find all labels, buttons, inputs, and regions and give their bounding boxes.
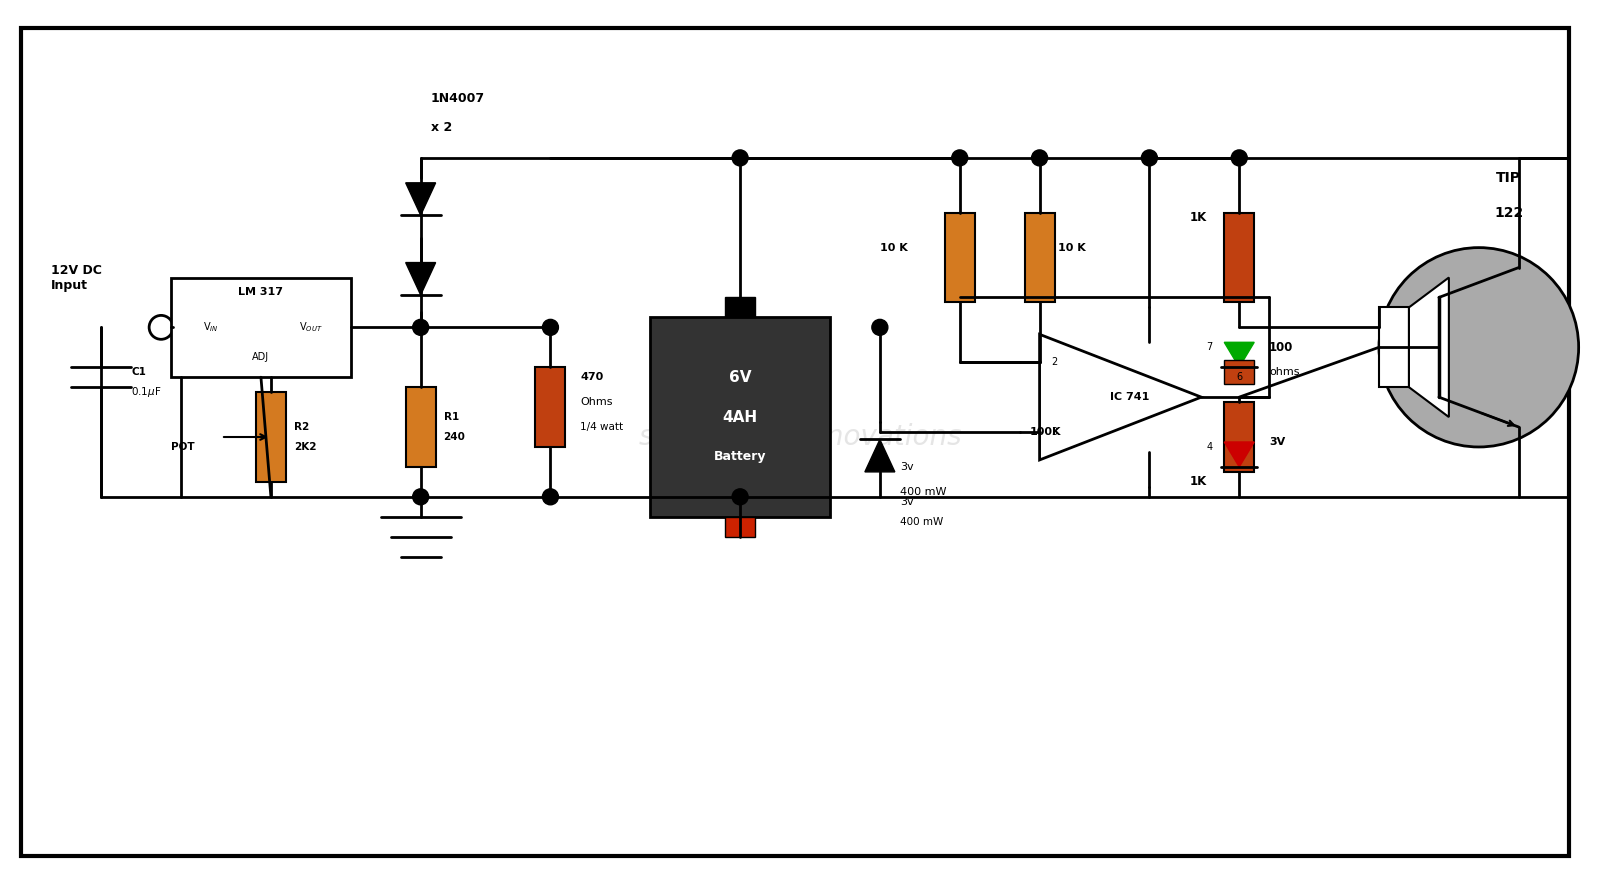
Bar	[171, 277, 350, 377]
Text: ohms: ohms	[1269, 367, 1299, 377]
Text: V$_{OUT}$: V$_{OUT}$	[299, 320, 323, 334]
Text: 100: 100	[1269, 341, 1293, 353]
Text: Battery: Battery	[714, 451, 766, 463]
Text: 0.1$\mu$F: 0.1$\mu$F	[131, 385, 162, 399]
Text: POT: POT	[171, 442, 195, 452]
Text: 3V: 3V	[1269, 437, 1285, 447]
Text: ADJ: ADJ	[253, 353, 269, 362]
Circle shape	[542, 319, 558, 335]
Bar	[1379, 308, 1410, 387]
Text: 122: 122	[1494, 206, 1523, 220]
Polygon shape	[406, 182, 435, 215]
Polygon shape	[866, 439, 894, 472]
Circle shape	[413, 488, 429, 505]
Text: 100K: 100K	[1030, 427, 1061, 437]
Circle shape	[733, 488, 749, 505]
Text: R2: R2	[294, 422, 309, 432]
Text: 470: 470	[581, 372, 603, 382]
Polygon shape	[1040, 334, 1202, 460]
Bar	[406, 387, 435, 467]
Text: Ohms: Ohms	[581, 397, 613, 407]
Circle shape	[952, 150, 968, 166]
Bar	[944, 213, 974, 303]
Circle shape	[1379, 247, 1579, 447]
Text: 10 K: 10 K	[880, 243, 907, 253]
Text: 6V: 6V	[730, 370, 752, 385]
Text: 2K2: 2K2	[294, 442, 317, 452]
Text: 400 mW: 400 mW	[899, 487, 946, 497]
Text: 1N4007: 1N4007	[430, 91, 485, 104]
Text: 4: 4	[1206, 442, 1213, 452]
Bar	[1224, 360, 1254, 384]
Circle shape	[1232, 150, 1248, 166]
Text: 2: 2	[1051, 357, 1058, 367]
Polygon shape	[1224, 442, 1254, 467]
Text: 240: 240	[443, 432, 466, 442]
Text: 12V DC
Input: 12V DC Input	[51, 263, 102, 291]
Circle shape	[872, 319, 888, 335]
Text: 1K: 1K	[1189, 211, 1206, 225]
Text: 6: 6	[1237, 372, 1242, 382]
Text: TIP: TIP	[1496, 171, 1522, 185]
Circle shape	[149, 316, 173, 339]
Circle shape	[1032, 150, 1048, 166]
Polygon shape	[1224, 342, 1254, 367]
Text: 10 K: 10 K	[1058, 243, 1085, 253]
Text: 4AH: 4AH	[723, 410, 758, 424]
Text: 7: 7	[1206, 342, 1213, 353]
Bar	[725, 517, 755, 537]
Text: 1K: 1K	[1189, 475, 1206, 488]
Bar	[1224, 403, 1254, 472]
Bar	[725, 297, 755, 317]
Bar	[536, 367, 565, 447]
Text: 3v: 3v	[899, 462, 914, 472]
Text: 3v: 3v	[899, 496, 914, 507]
Text: C1: C1	[131, 367, 146, 377]
Bar	[1224, 213, 1254, 303]
Text: 1/4 watt: 1/4 watt	[581, 422, 624, 432]
Text: swagat am innovations: swagat am innovations	[638, 423, 962, 451]
Text: 400 mW: 400 mW	[899, 517, 942, 527]
Text: LM 317: LM 317	[238, 288, 283, 297]
Bar	[256, 392, 286, 481]
Polygon shape	[1410, 277, 1450, 417]
Circle shape	[1141, 150, 1157, 166]
Text: R1: R1	[443, 412, 459, 422]
Text: IC 741: IC 741	[1110, 392, 1149, 403]
Bar	[650, 317, 830, 517]
Text: x 2: x 2	[430, 122, 451, 134]
Bar	[1024, 213, 1054, 303]
Text: V$_{IN}$: V$_{IN}$	[203, 320, 219, 334]
Circle shape	[413, 319, 429, 335]
Polygon shape	[406, 262, 435, 295]
Circle shape	[733, 150, 749, 166]
Circle shape	[542, 488, 558, 505]
Text: 3: 3	[1051, 427, 1058, 437]
